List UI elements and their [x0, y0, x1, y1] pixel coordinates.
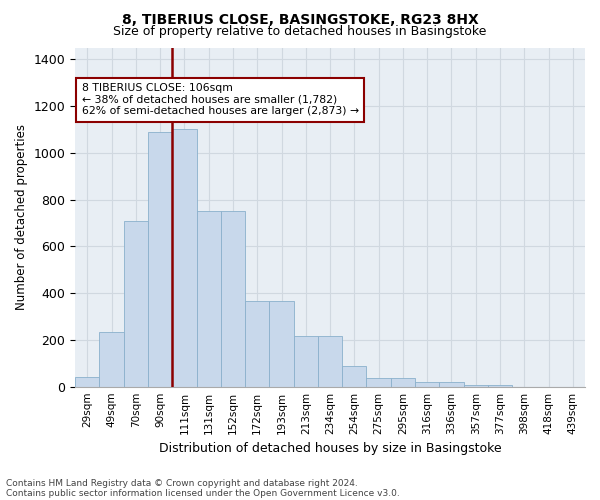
- Bar: [342, 366, 367, 386]
- Bar: [391, 378, 415, 386]
- Bar: [269, 302, 293, 386]
- Bar: [100, 332, 124, 386]
- Bar: [221, 211, 245, 386]
- Text: 8, TIBERIUS CLOSE, BASINGSTOKE, RG23 8HX: 8, TIBERIUS CLOSE, BASINGSTOKE, RG23 8HX: [122, 12, 478, 26]
- Bar: [464, 385, 488, 386]
- Y-axis label: Number of detached properties: Number of detached properties: [15, 124, 28, 310]
- Bar: [172, 130, 197, 386]
- Bar: [293, 336, 318, 386]
- Bar: [197, 211, 221, 386]
- Text: Contains public sector information licensed under the Open Government Licence v3: Contains public sector information licen…: [6, 488, 400, 498]
- Bar: [367, 378, 391, 386]
- Text: Contains HM Land Registry data © Crown copyright and database right 2024.: Contains HM Land Registry data © Crown c…: [6, 478, 358, 488]
- Bar: [488, 385, 512, 386]
- Bar: [318, 336, 342, 386]
- Bar: [148, 132, 172, 386]
- X-axis label: Distribution of detached houses by size in Basingstoke: Distribution of detached houses by size …: [159, 442, 502, 455]
- Bar: [245, 302, 269, 386]
- Text: Size of property relative to detached houses in Basingstoke: Size of property relative to detached ho…: [113, 25, 487, 38]
- Text: 8 TIBERIUS CLOSE: 106sqm
← 38% of detached houses are smaller (1,782)
62% of sem: 8 TIBERIUS CLOSE: 106sqm ← 38% of detach…: [82, 83, 359, 116]
- Bar: [124, 220, 148, 386]
- Bar: [75, 378, 100, 386]
- Bar: [439, 382, 464, 386]
- Bar: [415, 382, 439, 386]
